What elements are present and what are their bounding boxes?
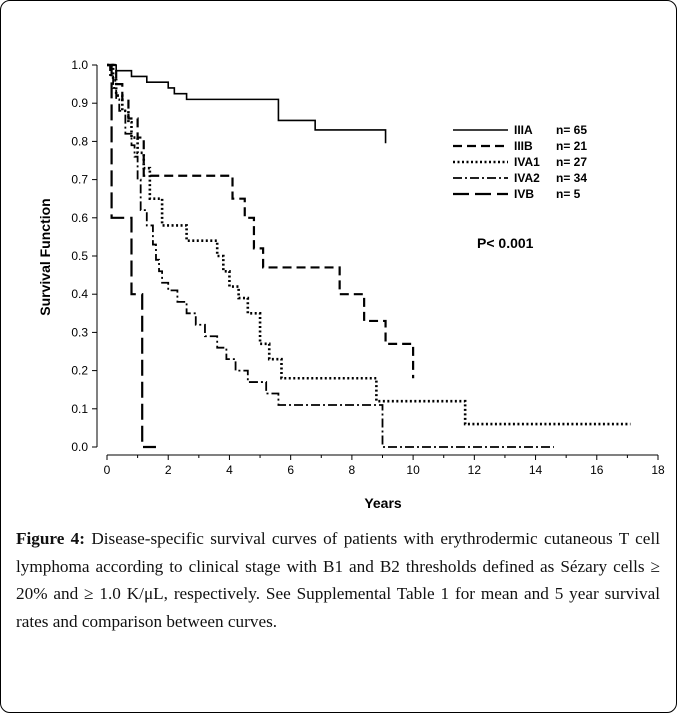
y-tick-label: 0.8 [71,134,88,148]
y-axis-title: Survival Function [37,198,53,315]
y-tick-label: 0.5 [71,249,88,263]
y-tick-label: 0.4 [71,287,88,301]
legend-label-iva2: IVA2 [514,171,540,185]
x-tick-label: 12 [468,463,482,477]
y-tick-label: 0.6 [71,211,88,225]
legend-n-iiib: n= 21 [556,139,587,153]
x-tick-label: 16 [590,463,604,477]
survival-chart: Survival Function Years P< 0.001 0 2 4 6 8 10… [37,58,665,511]
y-tick-label: 0.2 [71,364,88,378]
series-line-iva1 [107,63,631,426]
series-line-iva2 [107,64,554,448]
y-tick-label: 1.0 [71,58,88,72]
x-tick-label: 8 [349,463,356,477]
chart-svg: Survival Function Years P< 0.001 0 2 4 6 8 10… [37,58,665,511]
legend-label-ivb: IVB [514,187,534,201]
caption-text: Disease-specific survival curves of pati… [16,529,660,631]
x-tick-label: 10 [406,463,420,477]
x-tick-label: 4 [226,463,233,477]
legend-label-iiib: IIIB [514,139,533,153]
caption-label: Figure 4: [16,529,85,548]
legend-label-iva1: IVA1 [514,155,540,169]
legend-n-ivb: n= 5 [556,187,581,201]
y-tick-label: 0.7 [71,173,88,187]
y-tick-label: 0.1 [71,402,88,416]
x-tick-label: 18 [651,463,665,477]
series-line-ivb [107,63,156,449]
y-tick-label: 0.0 [71,440,88,454]
y-tick-label: 0.3 [71,325,88,339]
legend-n-iva1: n= 27 [556,155,587,169]
p-value-annotation: P< 0.001 [477,235,534,251]
figure-caption: Figure 4: Disease-specific survival curv… [16,525,660,635]
series-line-iiia [107,64,387,144]
x-tick-label: 0 [104,463,111,477]
legend-label-iiia: IIIA [514,123,533,137]
x-axis-title: Years [364,495,402,511]
legend-n-iva2: n= 34 [556,171,587,185]
x-tick-label: 14 [529,463,543,477]
legend-n-iiia: n= 65 [556,123,587,137]
x-tick-label: 6 [287,463,294,477]
series-line-iiib [107,63,415,379]
y-tick-label: 0.9 [71,96,88,110]
x-tick-label: 2 [165,463,172,477]
